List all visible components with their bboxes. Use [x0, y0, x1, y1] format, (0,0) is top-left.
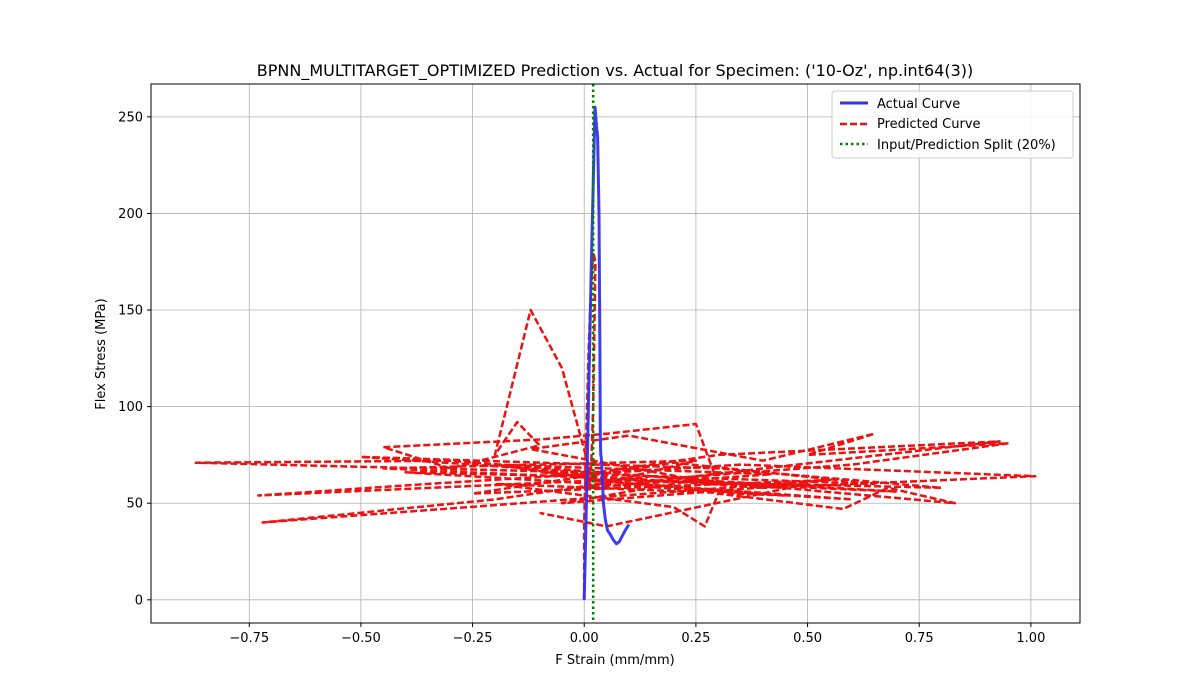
predicted-curve-line [194, 250, 1037, 600]
chart-title: BPNN_MULTITARGET_OPTIMIZED Prediction vs… [257, 61, 973, 81]
legend-label-split: Input/Prediction Split (20%) [877, 138, 1056, 153]
x-tick-label: 0.75 [905, 631, 934, 646]
x-tick-label: −0.50 [341, 631, 381, 646]
x-tick-label: 0.00 [570, 631, 599, 646]
x-tick-label: −0.25 [453, 631, 493, 646]
x-tick-label: 0.25 [681, 631, 710, 646]
legend-label-predicted: Predicted Curve [877, 117, 981, 132]
plot-area [194, 84, 1037, 623]
x-axis-ticks: −0.75 −0.50 −0.25 0.00 0.25 0.50 0.75 1.00 [229, 623, 1045, 646]
y-axis-label: Flex Stress (MPa) [94, 298, 109, 409]
actual-curve-line [582, 105, 631, 600]
y-tick-label: 150 [118, 304, 143, 319]
legend-box [831, 90, 1074, 159]
y-tick-label: 0 [135, 593, 143, 608]
y-tick-label: 200 [118, 207, 143, 222]
x-tick-label: 0.50 [793, 631, 822, 646]
legend-label-actual: Actual Curve [877, 97, 960, 112]
y-axis-ticks: 0 50 100 150 200 250 [118, 110, 151, 608]
x-axis-label: F Strain (mm/mm) [555, 653, 674, 668]
y-tick-label: 50 [126, 497, 143, 512]
series-layer [194, 84, 1037, 623]
y-tick-label: 250 [118, 110, 143, 125]
x-tick-label: −0.75 [229, 631, 269, 646]
legend: Actual Curve Predicted Curve Input/Predi… [831, 90, 1074, 159]
plot-frame [150, 83, 1081, 624]
x-tick-label: 1.00 [1016, 631, 1045, 646]
y-tick-label: 100 [118, 400, 143, 415]
